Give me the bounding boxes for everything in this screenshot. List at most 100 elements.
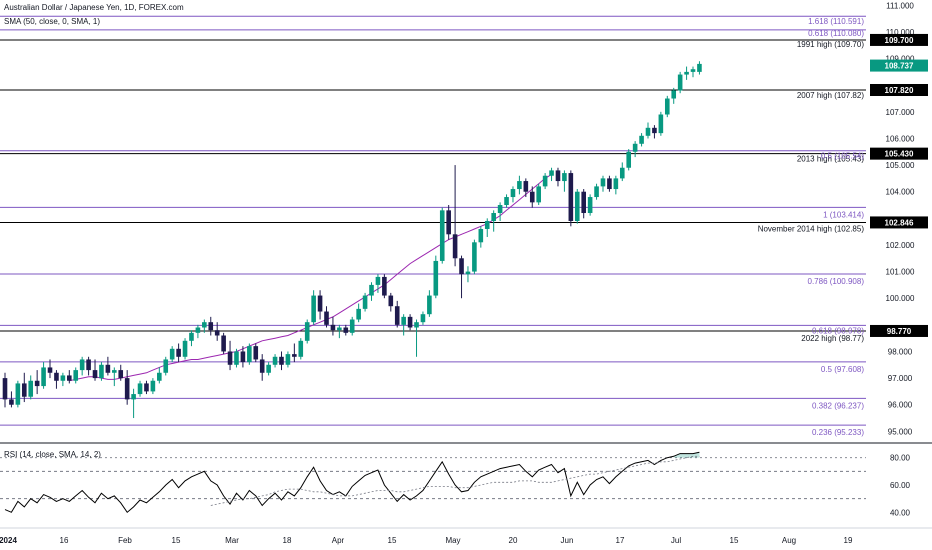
candle-body [369,284,374,296]
rsi-tick-label-0: 40.00 [890,508,911,517]
price-tag-2: 105.430 [885,150,914,159]
level-label-4: 2022 high (98.77) [801,334,864,343]
candle-body [664,98,670,115]
rsi-line [4,451,700,514]
candle-body [60,375,66,381]
level-label-11: 0.5 (97.608) [821,365,864,374]
candle-body [311,295,316,323]
time-tick-label-1: 16 [60,536,69,545]
candle-body [568,173,574,221]
level-label-7: 0.5 (105.54) [821,152,864,161]
candle-body [517,181,522,190]
rsi-pane [0,451,866,514]
candle-body [594,186,599,198]
candle-body [28,380,34,397]
level-label-10: 0.618 (98.978) [812,326,864,335]
price-tick-label-2: 97.000 [888,374,913,383]
price-tag-bg-3 [870,216,928,229]
candle-body [9,399,14,405]
candle-body [150,380,156,392]
level-label-3: November 2014 high (102.85) [758,224,865,233]
time-tick-label-7: 15 [388,536,397,545]
candle-body [697,63,702,72]
rsi-legend[interactable]: RSI (14, close, SMA, 14, 2) [4,450,101,459]
time-tick-label-3: 15 [172,536,181,545]
candle-body [124,378,130,400]
candle-body [536,186,541,203]
price-tag-bg-2 [870,147,928,160]
candle-body [388,295,394,307]
candle-body [427,295,432,315]
candle-body [671,90,677,99]
price-tick-label-1: 96.000 [888,401,913,410]
level-labels: 1991 high (109.70) 2007 high (107.82) 2013… [758,17,865,437]
candle-body [292,354,297,357]
candle-body [234,351,239,365]
price-tick-label-4: 100.000 [886,294,915,303]
candle-body [343,327,349,333]
candle-body [259,359,265,373]
candle-body [452,234,458,259]
candle-body [34,380,40,387]
candle-body [99,364,104,379]
candle-body [639,135,644,144]
time-tick-label-0: 2024 [0,536,17,545]
candle-body [562,173,567,182]
candle-body [208,322,214,331]
candle-body [684,71,689,75]
price-tag-0: 109.700 [885,36,914,45]
candle-body [581,191,586,214]
candle-body [67,375,72,381]
time-tick-label-13: 15 [730,536,739,545]
candle-body [529,191,535,203]
candle-body [163,359,169,373]
time-tick-label-15: 19 [844,536,853,545]
candle-body [86,359,91,371]
time-tick-label-8: May [445,536,460,545]
level-label-1: 2007 high (107.82) [797,91,865,100]
candle-body [266,364,271,373]
candle-body [73,370,79,381]
candles [2,61,702,419]
candle-body [279,356,284,365]
price-tick-label-10: 107.000 [886,108,915,117]
candle-body [79,359,85,371]
candle-body [227,351,233,365]
level-label-12: 0.382 (96.237) [812,401,864,410]
candle-body [491,213,496,221]
current-price-tag: 108.737 [885,62,914,71]
sma-legend[interactable]: SMA (50, close, 0, SMA, 1) [4,17,101,26]
candle-body [182,340,188,357]
price-tick-label-8: 105.000 [886,161,915,170]
price-tick-label-7: 104.000 [886,188,915,197]
candle-body [15,383,21,405]
candle-body [375,276,381,285]
candle-body [587,197,593,214]
candle-body [382,276,387,296]
time-tick-label-4: Mar [225,536,239,545]
candle-body [607,178,612,190]
candle-body [54,372,59,381]
time-tick-label-9: 20 [509,536,518,545]
candle-body [92,370,98,379]
symbol-title: Australian Dollar / Japanese Yen, 1D, FO… [4,3,184,12]
level-label-6: 0.618 (110.080) [808,29,864,38]
candle-body [600,178,606,187]
candle-body [317,295,323,312]
candle-body [337,327,342,331]
candle-body [137,383,143,395]
candle-body [613,178,619,190]
price-tick-label-11: 109.000 [886,55,915,64]
price-tick-label-12: 110.000 [886,28,915,37]
candle-body [478,228,484,243]
candle-body [619,167,625,179]
candle-body [324,311,329,325]
candle-body [549,170,554,176]
candle-body [112,370,117,373]
time-tick-label-6: Apr [332,536,345,545]
price-tag-bg-4 [870,324,928,337]
candle-body [330,324,336,331]
candle-body [407,316,413,328]
candle-body [510,189,516,198]
